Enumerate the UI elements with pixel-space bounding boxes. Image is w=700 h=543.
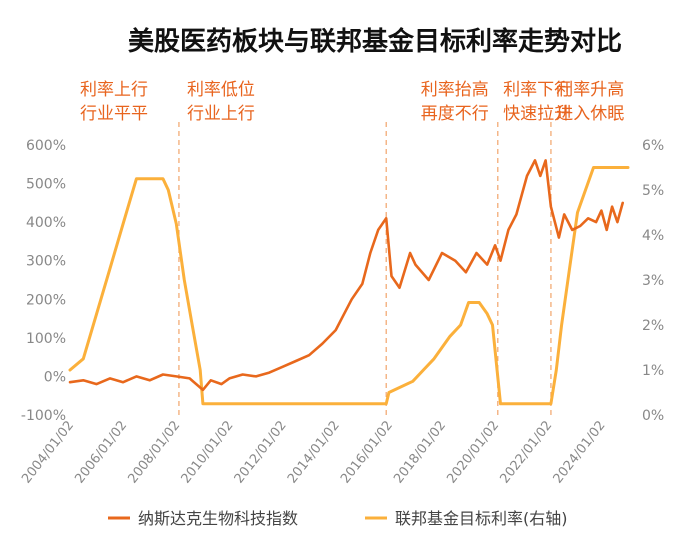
phase-label-1-line-2: 行业平平 — [80, 104, 148, 124]
phase-label-3-line-1: 利率抬高 — [421, 80, 489, 100]
left-tick-label: -100% — [21, 408, 66, 424]
chart-title: 美股医药板块与联邦基金目标利率走势对比 — [128, 26, 622, 57]
left-tick-label: 0% — [44, 369, 66, 385]
phase-label-1-line-1: 利率上行 — [80, 80, 148, 100]
phase-label-5-line-1: 利率升高 — [556, 80, 624, 100]
x-axis: 2004/01/022006/01/022008/01/022010/01/02… — [19, 418, 608, 486]
series-line-fed-rate — [68, 166, 630, 406]
x-tick-label: 2022/01/02 — [497, 418, 555, 486]
phase-label-2-line-1: 利率低位 — [187, 80, 255, 100]
right-tick-label: 5% — [642, 183, 664, 199]
legend: 纳斯达克生物科技指数 联邦基金目标利率(右轴) — [108, 509, 568, 528]
x-tick-label: 2004/01/02 — [19, 418, 77, 486]
x-tick-label: 2020/01/02 — [444, 418, 502, 486]
right-tick-label: 1% — [642, 363, 664, 379]
phase-dividers — [178, 122, 552, 415]
right-tick-label: 0% — [642, 408, 664, 424]
x-tick-label: 2006/01/02 — [72, 418, 130, 486]
x-tick-label: 2010/01/02 — [179, 418, 237, 486]
x-tick-label: 2014/01/02 — [285, 418, 343, 486]
phase-label-3-line-2: 再度不行 — [421, 104, 489, 124]
right-tick-label: 6% — [642, 138, 664, 154]
series-line-nasdaq-biotech — [68, 159, 624, 392]
right-tick-label: 3% — [642, 273, 664, 289]
x-tick-label: 2018/01/02 — [391, 418, 449, 486]
left-axis: -100% 0% 100% 200% 300% 400% 500% 600% — [21, 138, 66, 424]
series-layer — [68, 159, 630, 406]
phase-label-5-line-2: 进入休眠 — [556, 104, 624, 124]
legend-item-nasdaq-biotech-label: 纳斯达克生物科技指数 — [138, 509, 298, 528]
left-tick-label: 500% — [26, 177, 66, 193]
left-tick-label: 600% — [26, 138, 66, 154]
left-tick-label: 400% — [26, 215, 66, 231]
phase-label-4-line-2: 快速拉升 — [503, 104, 571, 124]
left-tick-label: 200% — [26, 292, 66, 308]
x-tick-label: 2016/01/02 — [338, 418, 396, 486]
right-tick-label: 4% — [642, 228, 664, 244]
x-tick-label: 2012/01/02 — [232, 418, 290, 486]
right-axis: 0% 1% 2% 3% 4% 5% 6% — [642, 138, 664, 424]
phase-label-2-line-2: 行业上行 — [187, 104, 255, 124]
right-tick-label: 2% — [642, 318, 664, 334]
x-tick-label: 2008/01/02 — [125, 418, 183, 486]
left-tick-label: 300% — [26, 254, 66, 270]
legend-item-fed-rate-label: 联邦基金目标利率(右轴) — [395, 509, 568, 528]
left-tick-label: 100% — [26, 331, 66, 347]
phase-label-4-line-1: 利率下行 — [503, 80, 571, 100]
x-tick-label: 2024/01/02 — [551, 418, 609, 486]
